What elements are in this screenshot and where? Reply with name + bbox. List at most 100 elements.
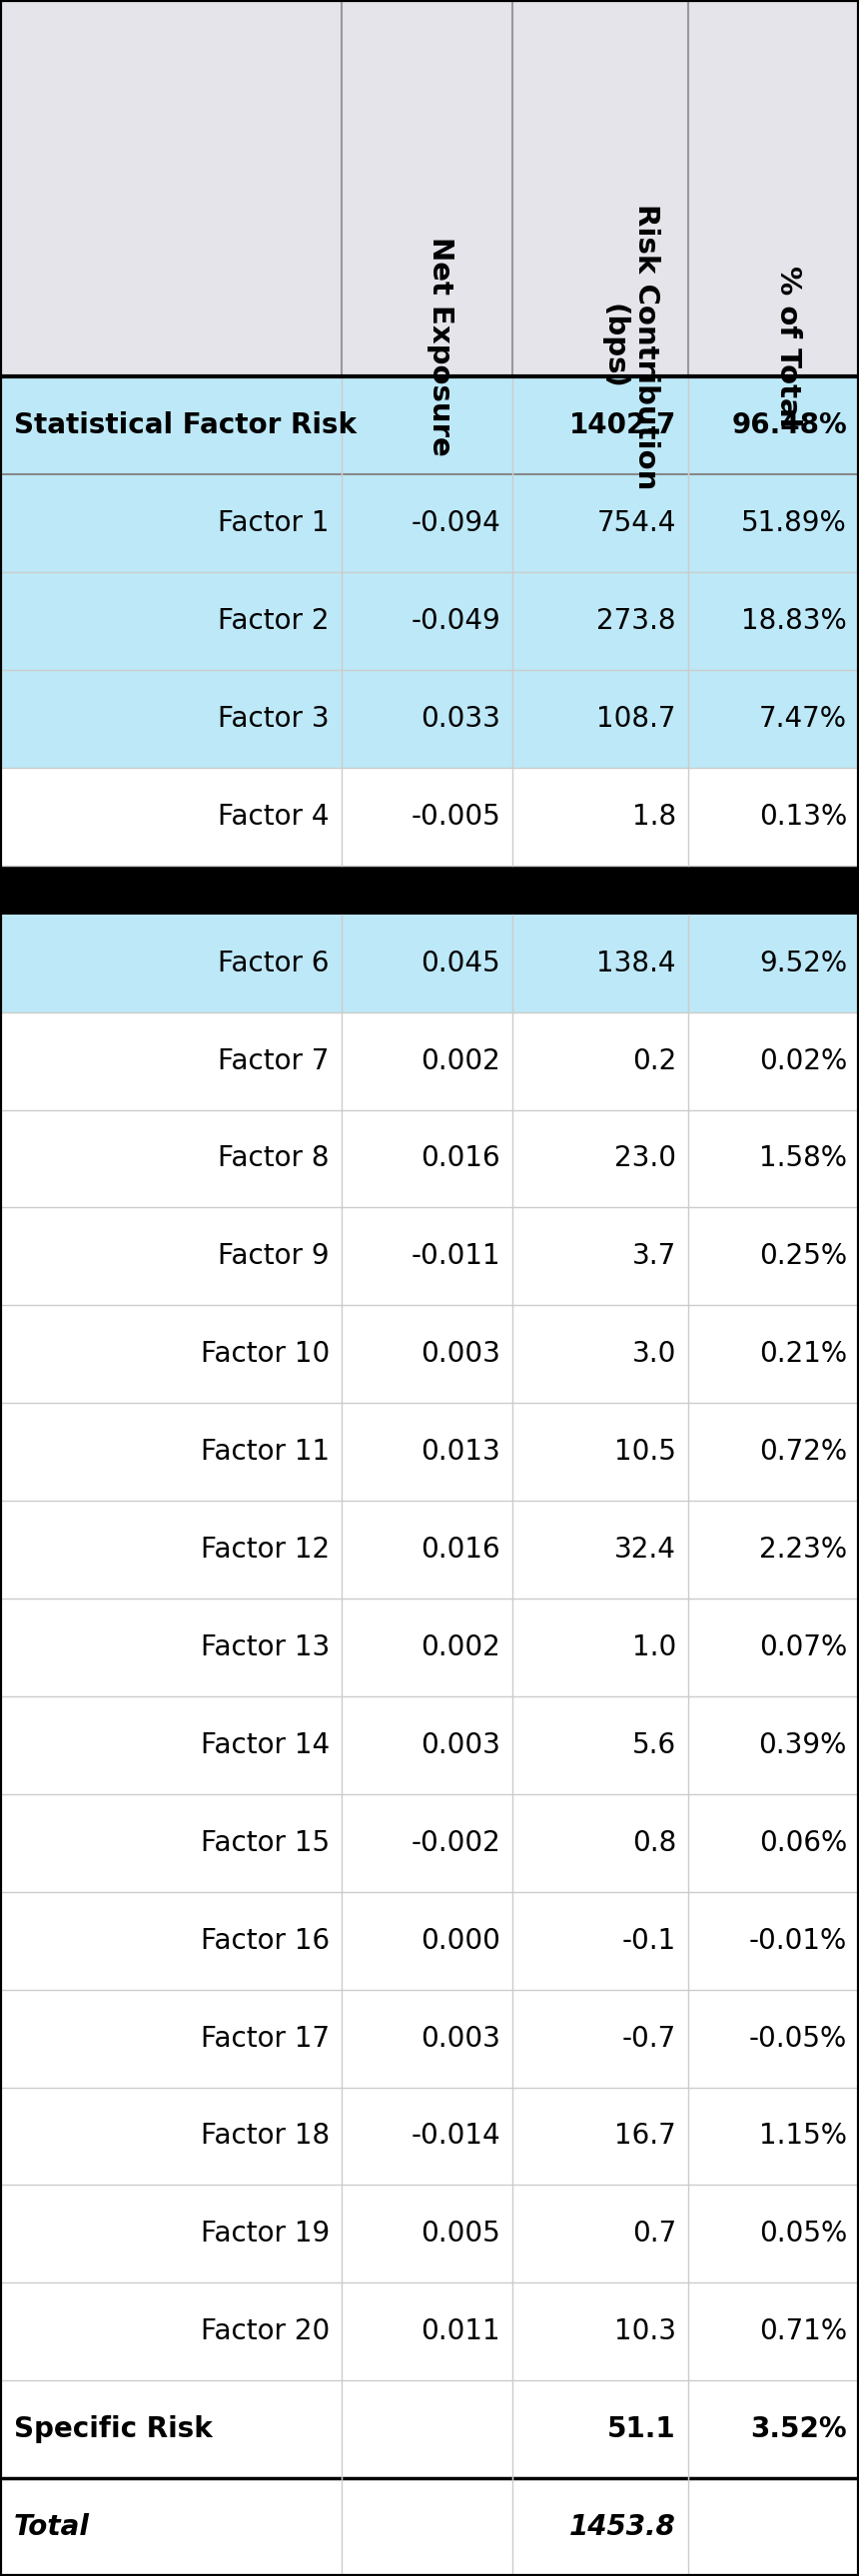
Text: 10.5: 10.5	[614, 1437, 676, 1466]
Text: 0.005: 0.005	[421, 2221, 500, 2249]
Text: 0.011: 0.011	[421, 2318, 500, 2347]
Text: 0.71%: 0.71%	[758, 2318, 847, 2347]
Text: 1402.7: 1402.7	[569, 412, 676, 440]
Bar	[0, 1989, 859, 2087]
Text: Factor 2: Factor 2	[218, 608, 330, 636]
Bar	[0, 474, 859, 572]
Text: 1.58%: 1.58%	[759, 1144, 847, 1172]
Text: 0.033: 0.033	[421, 706, 500, 732]
Text: 2.23%: 2.23%	[758, 1535, 847, 1564]
Text: 18.83%: 18.83%	[741, 608, 847, 636]
Text: 0.25%: 0.25%	[758, 1242, 847, 1270]
Text: 0.39%: 0.39%	[758, 1731, 847, 1759]
Text: 0.045: 0.045	[421, 948, 500, 976]
Text: Factor 19: Factor 19	[200, 2221, 330, 2249]
Bar	[0, 572, 859, 670]
Text: Factor 8: Factor 8	[218, 1144, 330, 1172]
Bar	[0, 1110, 859, 1208]
Text: Factor 16: Factor 16	[200, 1927, 330, 1955]
Bar	[0, 1404, 859, 1502]
Text: -0.005: -0.005	[411, 804, 500, 829]
Text: 138.4: 138.4	[597, 948, 676, 976]
Text: -0.1: -0.1	[622, 1927, 676, 1955]
Text: 108.7: 108.7	[597, 706, 676, 732]
Text: 1.15%: 1.15%	[759, 2123, 847, 2151]
Text: -0.7: -0.7	[622, 2025, 676, 2053]
Text: Factor 10: Factor 10	[200, 1340, 330, 1368]
Text: 1453.8: 1453.8	[570, 2514, 676, 2540]
Text: % of Total: % of Total	[774, 265, 801, 428]
Text: 0.003: 0.003	[421, 1340, 500, 1368]
Bar	[0, 2087, 859, 2184]
Text: Factor 15: Factor 15	[200, 1829, 330, 1857]
Text: 0.003: 0.003	[421, 2025, 500, 2053]
Bar	[0, 2380, 859, 2478]
Text: 0.000: 0.000	[421, 1927, 500, 1955]
Bar	[0, 1208, 859, 1306]
Text: Factor 4: Factor 4	[218, 804, 330, 829]
Bar	[0, 866, 859, 914]
Text: 51.89%: 51.89%	[741, 510, 847, 538]
Text: 3.7: 3.7	[632, 1242, 676, 1270]
Text: 1.8: 1.8	[632, 804, 676, 829]
Bar	[0, 1891, 859, 1989]
Text: -0.01%: -0.01%	[749, 1927, 847, 1955]
Text: 32.4: 32.4	[614, 1535, 676, 1564]
Text: -0.094: -0.094	[411, 510, 500, 538]
Text: -0.002: -0.002	[411, 1829, 500, 1857]
Text: 0.003: 0.003	[421, 1731, 500, 1759]
Text: 0.016: 0.016	[421, 1535, 500, 1564]
Text: -0.049: -0.049	[411, 608, 500, 636]
Text: 754.4: 754.4	[597, 510, 676, 538]
Text: Factor 18: Factor 18	[200, 2123, 330, 2151]
Text: 10.3: 10.3	[614, 2318, 676, 2347]
Bar	[0, 1793, 859, 1891]
Text: Factor 6: Factor 6	[218, 948, 330, 976]
Bar	[0, 1600, 859, 1695]
Bar	[0, 914, 859, 1012]
Text: 1.0: 1.0	[632, 1633, 676, 1662]
Text: Factor 17: Factor 17	[200, 2025, 330, 2053]
Text: Factor 12: Factor 12	[200, 1535, 330, 1564]
Bar	[0, 0, 859, 376]
Bar	[0, 768, 859, 866]
Text: 0.7: 0.7	[632, 2221, 676, 2249]
Text: Factor 20: Factor 20	[200, 2318, 330, 2347]
Bar	[0, 2184, 859, 2282]
Bar	[0, 1695, 859, 1793]
Text: 0.016: 0.016	[421, 1144, 500, 1172]
Text: 0.05%: 0.05%	[758, 2221, 847, 2249]
Text: Specific Risk: Specific Risk	[14, 2416, 212, 2445]
Bar	[0, 2478, 859, 2576]
Text: 0.2: 0.2	[632, 1046, 676, 1074]
Text: -0.011: -0.011	[411, 1242, 500, 1270]
Text: Factor 9: Factor 9	[218, 1242, 330, 1270]
Text: 273.8: 273.8	[597, 608, 676, 636]
Text: Total: Total	[14, 2514, 90, 2540]
Bar	[0, 1502, 859, 1600]
Text: 16.7: 16.7	[614, 2123, 676, 2151]
Text: -0.014: -0.014	[411, 2123, 500, 2151]
Text: Risk Contribution
(bps): Risk Contribution (bps)	[600, 204, 661, 489]
Text: 96.48%: 96.48%	[731, 412, 847, 440]
Text: 9.52%: 9.52%	[758, 948, 847, 976]
Text: Statistical Factor Risk: Statistical Factor Risk	[14, 412, 356, 440]
Text: -0.05%: -0.05%	[749, 2025, 847, 2053]
Bar	[0, 376, 859, 474]
Text: 0.72%: 0.72%	[758, 1437, 847, 1466]
Bar	[0, 1012, 859, 1110]
Text: 0.02%: 0.02%	[758, 1046, 847, 1074]
Text: 23.0: 23.0	[614, 1144, 676, 1172]
Text: 5.6: 5.6	[632, 1731, 676, 1759]
Text: 7.47%: 7.47%	[759, 706, 847, 732]
Text: 0.07%: 0.07%	[758, 1633, 847, 1662]
Text: Factor 1: Factor 1	[218, 510, 330, 538]
Text: Factor 14: Factor 14	[200, 1731, 330, 1759]
Text: 0.8: 0.8	[632, 1829, 676, 1857]
Text: 0.21%: 0.21%	[758, 1340, 847, 1368]
Text: Factor 11: Factor 11	[200, 1437, 330, 1466]
Text: 3.0: 3.0	[632, 1340, 676, 1368]
Text: 3.52%: 3.52%	[751, 2416, 847, 2445]
Text: Net Exposure: Net Exposure	[427, 237, 455, 456]
Text: 0.13%: 0.13%	[758, 804, 847, 829]
